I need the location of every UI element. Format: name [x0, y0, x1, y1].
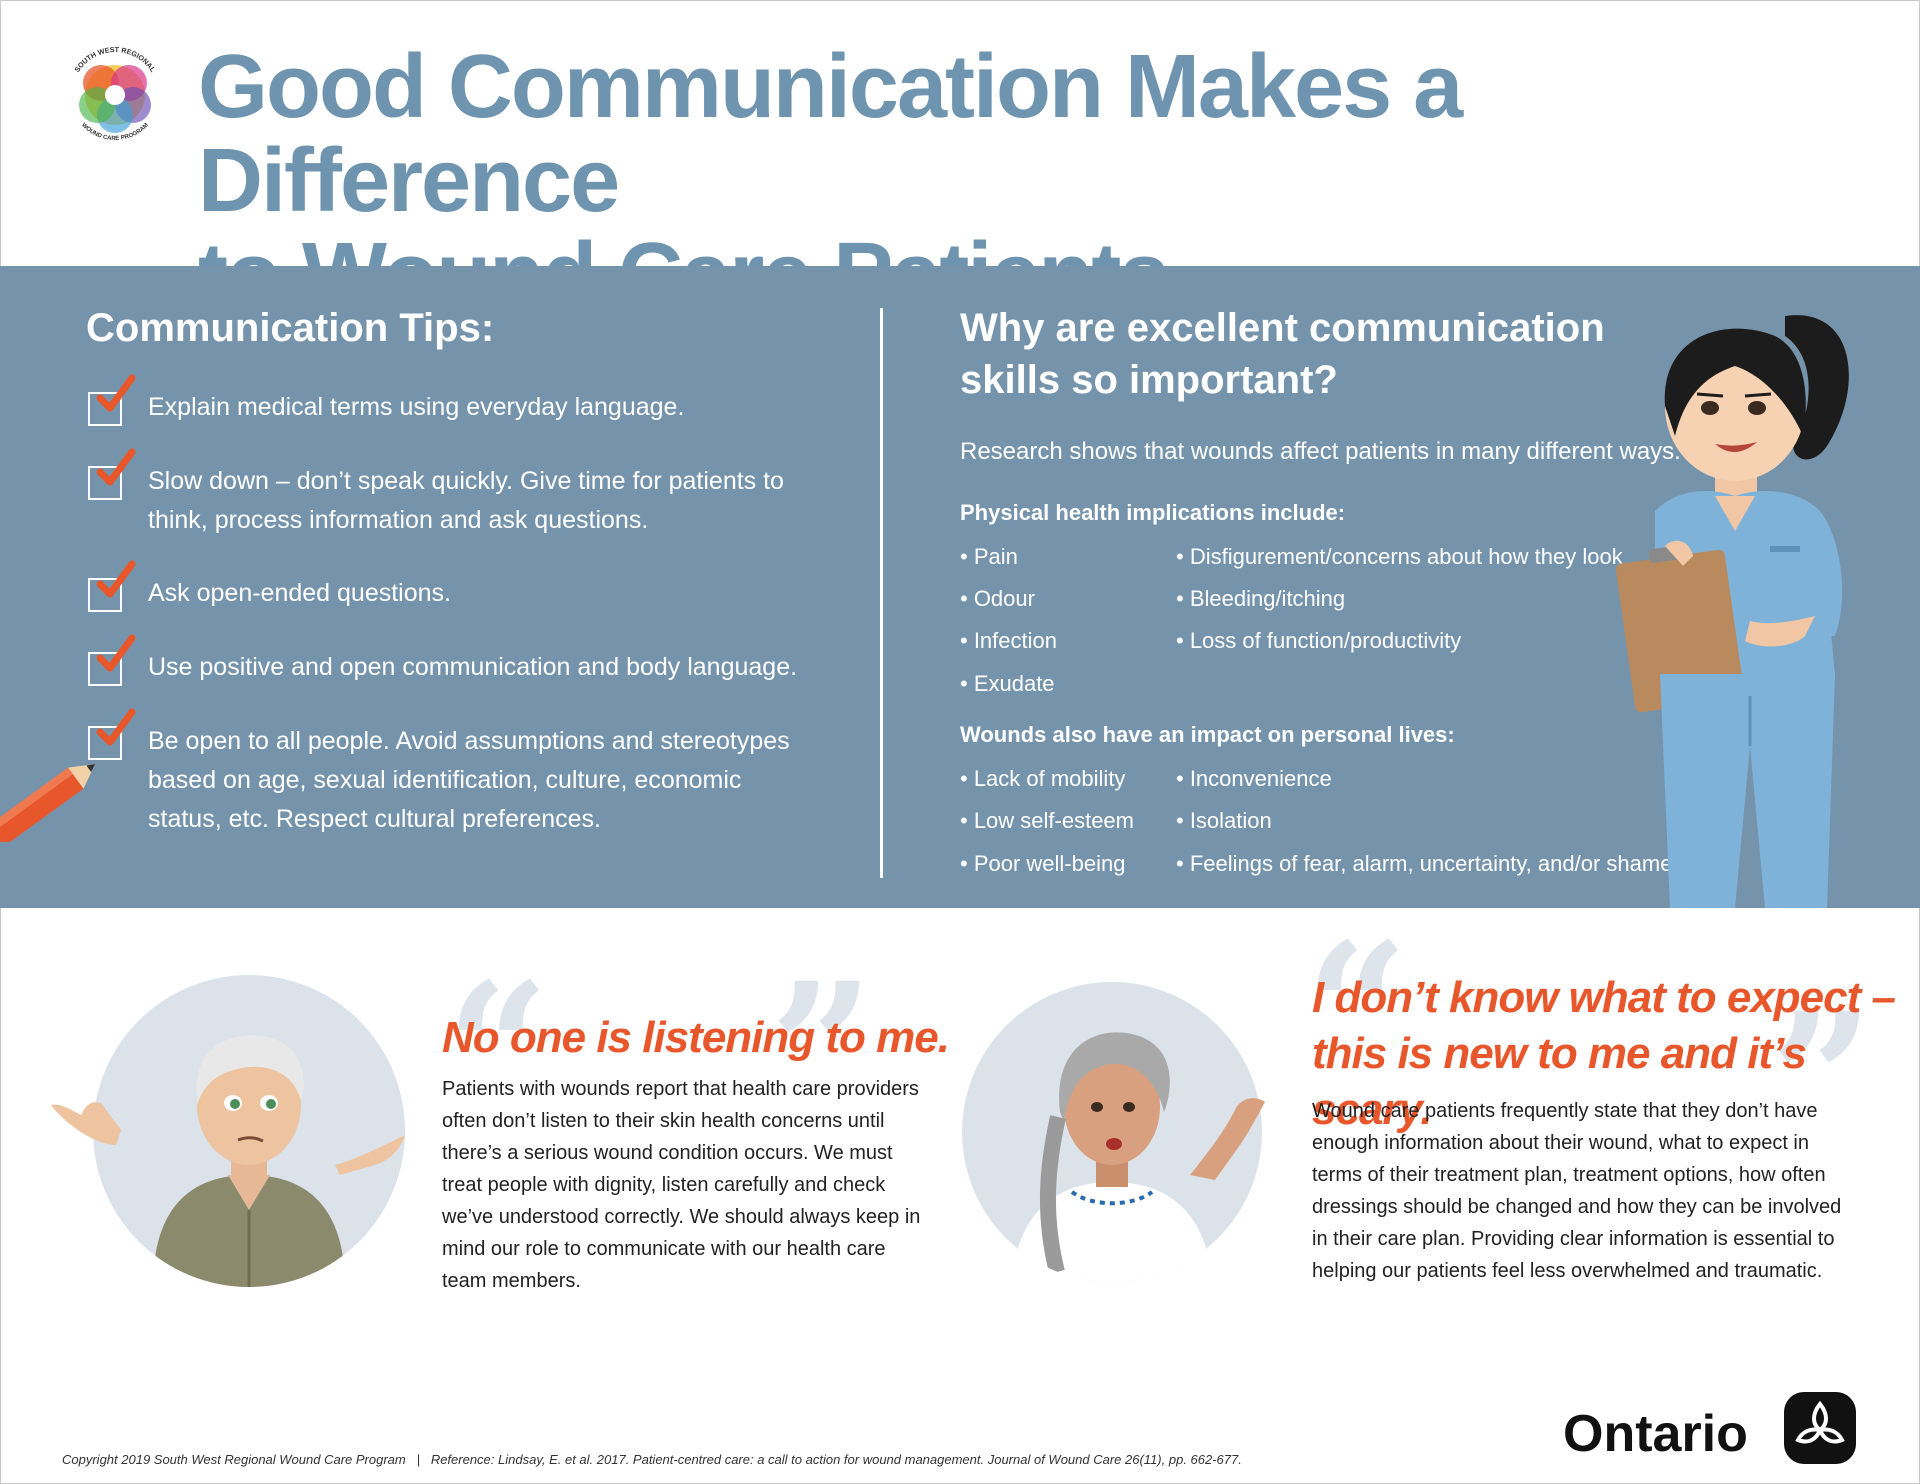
footer-separator: | [416, 1452, 420, 1467]
close-quote-icon: ” [770, 944, 874, 1155]
physical-item: • Loss of function/productivity [1176, 628, 1462, 653]
left-quote: No one is listening to me. [442, 1013, 950, 1062]
program-logo: SOUTH WEST REGIONAL WOUND CARE PROGRAM [72, 45, 157, 142]
man-illustration [153, 1035, 345, 1287]
open-quote-icon: “ [446, 944, 550, 1155]
right-quote-line1: I don’t know what to expect – [1312, 973, 1896, 1022]
why-heading: Why are excellent communication skills s… [960, 306, 1605, 402]
personal-item: • Lack of mobility [960, 766, 1126, 791]
physical-item: • Disfigurement/concerns about how they … [1176, 544, 1623, 569]
man-right-hand-icon [335, 1135, 405, 1175]
personal-heading: Wounds also have an impact on personal l… [960, 722, 1455, 747]
personal-item: • Poor well-being [960, 851, 1126, 876]
physical-item: • Infection [960, 628, 1057, 653]
tips-heading: Communication Tips: [86, 306, 495, 350]
right-quote: I don’t know what to expect – this is ne… [1312, 970, 1920, 1138]
ontario-trillium-icon [1784, 1392, 1856, 1464]
tip-item: Be open to all people. Avoid assumptions… [86, 708, 808, 839]
physical-item: • Odour [960, 586, 1035, 611]
woman-illustration [1012, 1032, 1212, 1282]
checkbox-icon [88, 392, 122, 426]
personal-item: • Isolation [1176, 808, 1272, 833]
checkmark-icon [96, 634, 136, 672]
tip-text: Use positive and open communication and … [148, 653, 798, 681]
checkbox-icon [88, 652, 122, 686]
checkmark-icon [96, 708, 136, 746]
checkmark-icon [96, 448, 136, 486]
tip-text: Ask open-ended questions. [148, 579, 451, 607]
tip-item: Ask open-ended questions. [86, 560, 808, 613]
physical-item: • Bleeding/itching [1176, 586, 1346, 611]
man-left-hand-icon [51, 1102, 121, 1145]
tip-text: Explain medical terms using everyday lan… [148, 393, 685, 421]
woman-avatar-circle [962, 982, 1262, 1282]
personal-item: • Inconvenience [1176, 766, 1332, 791]
tip-item: Explain medical terms using everyday lan… [86, 374, 808, 427]
pencil-icon [0, 764, 96, 842]
tip-text: Slow down – don’t speak quickly. Give ti… [148, 467, 784, 534]
physical-heading: Physical health implications include: [960, 500, 1346, 525]
checkmark-icon [96, 374, 136, 412]
man-avatar-circle [93, 975, 405, 1287]
woman-raised-hand-icon [1190, 1098, 1265, 1180]
reference-text: Reference: Lindsay, E. et al. 2017. Pati… [430, 1452, 1242, 1467]
tip-item: Slow down – don’t speak quickly. Give ti… [86, 448, 808, 540]
personal-item: • Feelings of fear, alarm, uncertainty, … [1176, 851, 1673, 876]
close-quote-icon: ” [1770, 974, 1874, 1185]
footer: Copyright 2019 South West Regional Wound… [62, 1452, 1242, 1467]
physical-item: • Pain [960, 544, 1018, 569]
tip-item: Use positive and open communication and … [86, 634, 808, 687]
checkbox-icon [88, 578, 122, 612]
right-quote-body: Wound care patients frequently state tha… [1312, 1100, 1842, 1282]
ontario-wordmark: Ontario [1563, 1405, 1748, 1463]
checkbox-icon [88, 726, 122, 760]
checkbox-icon [88, 466, 122, 500]
open-quote-icon: “ [1305, 904, 1409, 1115]
right-quote-line2: this is new to me and it’s scary. [1312, 1029, 1807, 1134]
info-band: Communication Tips: Explain medical term… [0, 266, 1920, 908]
section-divider [880, 308, 883, 878]
nurse-illustration [1615, 315, 1849, 908]
checkmark-icon [96, 560, 136, 598]
left-quote-body: Patients with wounds report that health … [442, 1078, 921, 1292]
page-title-line1: Good Communication Makes a Difference [198, 37, 1463, 231]
research-text: Research shows that wounds affect patien… [960, 438, 1681, 465]
copyright-text: Copyright 2019 South West Regional Wound… [62, 1452, 406, 1467]
tip-text: Be open to all people. Avoid assumptions… [148, 727, 790, 833]
physical-item: • Exudate [960, 671, 1055, 696]
personal-item: • Low self-esteem [960, 808, 1134, 833]
